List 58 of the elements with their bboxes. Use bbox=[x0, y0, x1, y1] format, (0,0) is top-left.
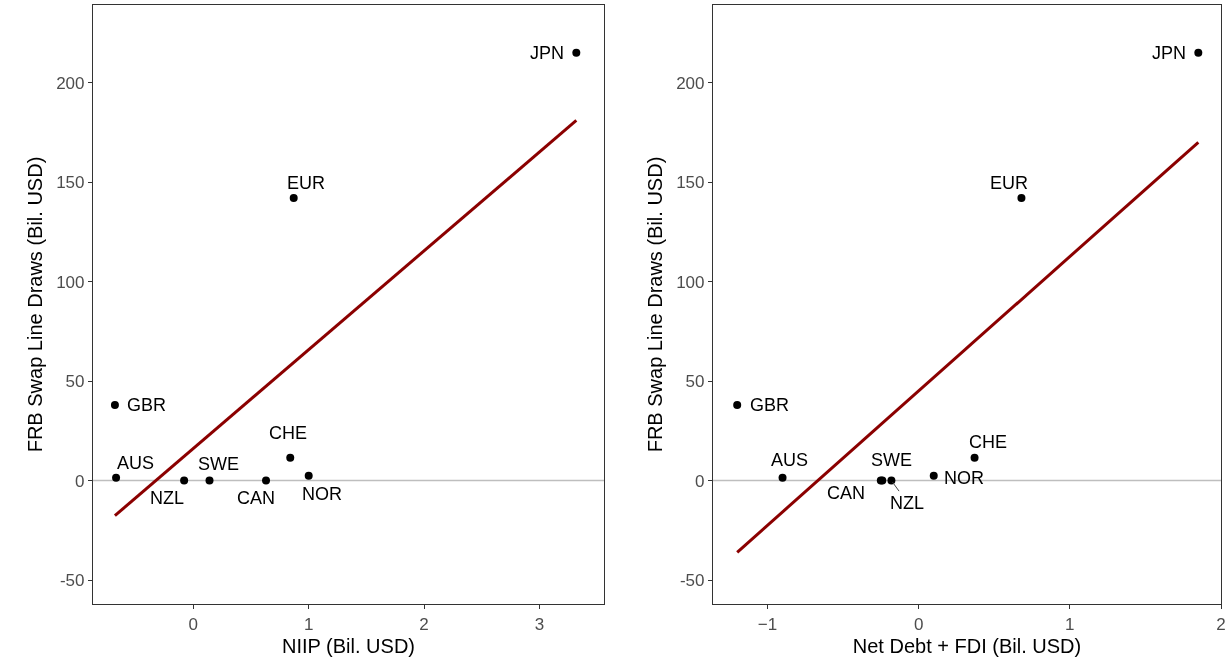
annotation: AUS bbox=[771, 450, 809, 470]
y-tick-label: 150 bbox=[676, 173, 705, 193]
y-axis-title: FRB Swap Line Draws (Bil. USD) bbox=[23, 156, 46, 453]
point bbox=[572, 48, 581, 57]
point bbox=[304, 471, 313, 480]
y-tick-label: 0 bbox=[695, 471, 705, 491]
x-tick-label: 2 bbox=[1216, 614, 1226, 634]
x-tick-label: 3 bbox=[534, 614, 545, 634]
x-tick-label: −1 bbox=[757, 614, 778, 634]
x-tick-label: 0 bbox=[913, 614, 924, 634]
y-tick-label: 0 bbox=[75, 471, 85, 491]
point bbox=[286, 453, 295, 462]
x-axis-title: NIIP (Bil. USD) bbox=[282, 635, 415, 657]
y-tick-label: 100 bbox=[676, 272, 705, 292]
x-tick-label: 1 bbox=[303, 614, 314, 634]
y-tick-label: 50 bbox=[65, 372, 85, 392]
point bbox=[205, 476, 214, 485]
annotation: SWE bbox=[198, 454, 240, 474]
x-axis-title: Net Debt + FDI (Bil. USD) bbox=[852, 635, 1082, 657]
point bbox=[1017, 194, 1026, 203]
y-tick-label: -50 bbox=[59, 571, 85, 591]
point bbox=[289, 194, 298, 203]
annotation: CHE bbox=[969, 432, 1008, 452]
annotation: GBR bbox=[750, 395, 790, 415]
annotation: NZL bbox=[150, 488, 185, 508]
annotation: AUS bbox=[117, 453, 155, 473]
point bbox=[929, 471, 938, 480]
point bbox=[262, 476, 271, 485]
annotation: JPN bbox=[1152, 43, 1187, 63]
y-tick-label: 150 bbox=[56, 173, 85, 193]
x-tick-label: 0 bbox=[188, 614, 199, 634]
point bbox=[1194, 48, 1203, 57]
point bbox=[110, 401, 119, 409]
x-tick-label: 1 bbox=[1065, 614, 1075, 634]
y-tick-label: -50 bbox=[679, 571, 705, 591]
annotation: JPN bbox=[530, 43, 565, 63]
annotation: NZL bbox=[890, 493, 925, 513]
annotation: EUR bbox=[990, 173, 1029, 193]
point bbox=[733, 401, 742, 409]
point bbox=[970, 453, 979, 462]
annotation: SWE bbox=[871, 450, 913, 470]
point bbox=[180, 476, 189, 485]
annotation: NOR bbox=[302, 484, 342, 504]
annotation: CAN bbox=[827, 483, 866, 503]
annotation: CHE bbox=[269, 423, 308, 443]
y-tick-label: 200 bbox=[56, 73, 85, 93]
point bbox=[778, 473, 787, 482]
annotation: EUR bbox=[287, 173, 326, 193]
point bbox=[887, 476, 896, 485]
y-tick-label: 100 bbox=[56, 272, 85, 292]
annotation: CAN bbox=[237, 488, 276, 508]
x-tick-label: 2 bbox=[419, 614, 429, 634]
annotation: GBR bbox=[127, 395, 167, 415]
point bbox=[112, 473, 121, 482]
annotation: NOR bbox=[944, 468, 984, 488]
y-tick-label: 50 bbox=[685, 372, 705, 392]
y-tick-label: 200 bbox=[676, 73, 705, 93]
y-axis-title: FRB Swap Line Draws (Bil. USD) bbox=[643, 156, 666, 453]
